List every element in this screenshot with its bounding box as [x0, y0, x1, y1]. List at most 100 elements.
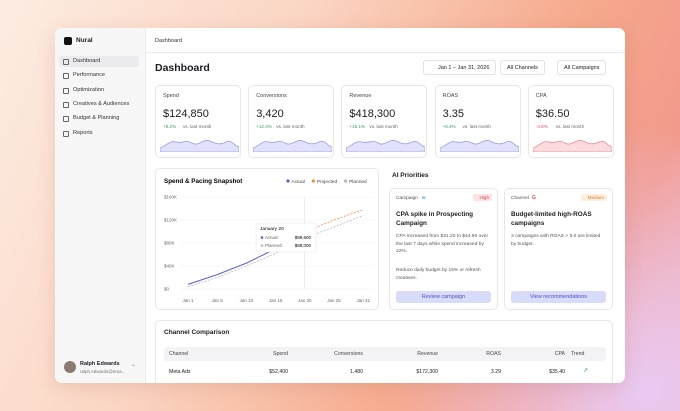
kpi-card: ROAS 3.35 +6.4% vs. last month: [434, 85, 521, 158]
kpi-delta: +15.1%: [349, 124, 366, 129]
table-cell: 3.29: [490, 369, 501, 375]
sparkline: [160, 139, 239, 152]
chart-title: Spend & Pacing Snapshot: [164, 178, 243, 185]
brand: Nural: [76, 37, 93, 44]
kpi-label: CPA: [535, 93, 547, 99]
kpi-delta: +8.2%: [163, 124, 177, 129]
tooltip-dot: [260, 244, 264, 247]
nav-item[interactable]: Creatives & Audiences: [59, 99, 139, 110]
kpi-value: $36.50: [535, 108, 570, 120]
kpi-card: Revenue $418,300 +15.1% vs. last month: [341, 85, 428, 158]
page-title: Dashboard: [155, 62, 210, 74]
kpi-label: ROAS: [442, 93, 459, 99]
column-header: Trend: [571, 351, 585, 357]
card-button[interactable]: Review campaign: [396, 291, 491, 303]
kpi-value: $124,850: [163, 108, 209, 120]
sparkline-area: [253, 139, 333, 152]
x-tick-label: Jan 25: [327, 298, 341, 303]
column-header: Revenue: [417, 351, 438, 357]
nav-item[interactable]: Optimization: [59, 85, 139, 96]
legend-dot: [286, 179, 290, 183]
ai-title: AI Priorities: [392, 172, 429, 179]
campaign-filter[interactable]: All Campaigns: [557, 60, 607, 75]
priority-card: Campaign ∞ High CPA spike in Prospecting Ca…: [389, 188, 498, 310]
nav-item[interactable]: Reports: [59, 128, 139, 139]
kpi-delta: -3.8%: [535, 124, 548, 129]
kpi-label: Spend: [163, 93, 179, 99]
legend-label: Projected: [317, 179, 338, 185]
y-tick-label: $40K: [164, 264, 175, 269]
sparkline-area: [439, 139, 519, 152]
column-header: Spend: [272, 351, 288, 357]
table-cell: $35.40: [549, 369, 565, 375]
column-header: ROAS: [486, 351, 501, 357]
sparkline-area: [160, 139, 239, 152]
card-action: Reduce daily budget by 15% or refresh cr…: [396, 268, 481, 281]
trend-icon: ↗: [583, 368, 589, 374]
avatar[interactable]: [64, 361, 76, 373]
kpi-value: 3,420: [256, 108, 284, 120]
logo: [64, 37, 72, 45]
sparkline-area: [346, 139, 426, 152]
channel-title: Channel Comparison: [164, 329, 230, 336]
priority-card: Channel G Medium Budget-limited high-ROAS c…: [504, 188, 613, 310]
y-tick-label: $0: [164, 287, 170, 292]
x-tick-label: Jan 10: [240, 298, 254, 303]
kpi-delta: +12.4%: [256, 124, 272, 129]
card-body: CPA increased from $31.20 to $44.90 over…: [396, 234, 489, 255]
tooltip-title: January 20: [260, 226, 284, 232]
user-menu-icon[interactable]: ⌃: [131, 365, 137, 371]
legend-dot: [311, 179, 315, 183]
header-divider: [145, 52, 625, 53]
kpi-compare: vs. last month: [462, 124, 491, 129]
tooltip-value: $99,600: [295, 235, 312, 240]
user-name: Ralph Edwards: [80, 361, 120, 367]
table-cell: $52,400: [269, 369, 288, 375]
nav-item[interactable]: Dashboard: [59, 56, 139, 67]
spend-chart-card: Spend & Pacing Snapshot Actual Projected Pl…: [155, 168, 379, 310]
tooltip-value: $88,000: [295, 243, 312, 248]
y-tick-label: $160K: [164, 195, 177, 200]
breadcrumb: Dashboard: [155, 38, 182, 44]
nav-item[interactable]: Budget & Planning: [59, 113, 139, 124]
sparkline: [439, 139, 519, 152]
app-window: Nural Dashboard Performance Optimization Cr…: [55, 28, 625, 383]
date-filter[interactable]: Jan 1 – Jan 31, 2026: [423, 60, 497, 75]
kpi-compare: vs. last month: [369, 124, 398, 129]
x-tick-label: Jan 20: [298, 298, 312, 303]
sidebar: Nural Dashboard Performance Optimization Cr…: [55, 28, 146, 383]
y-tick-label: $120K: [164, 218, 177, 223]
tooltip: [255, 222, 317, 253]
sparkline: [346, 139, 426, 152]
series-line: [187, 215, 364, 288]
column-header: Channel: [169, 351, 189, 357]
user-email: ralph.edwards@ema...: [80, 369, 126, 374]
card-button[interactable]: View recommendations: [511, 291, 606, 303]
channel-icon: ∞: [422, 195, 426, 201]
table-cell: 1,480: [350, 369, 363, 375]
x-tick-label: Jan 1: [182, 298, 194, 303]
tooltip-label: Actual:: [265, 235, 279, 240]
legend-label: Planned: [349, 179, 367, 185]
kpi-compare: vs. last month: [555, 124, 585, 129]
kpi-card: Conversions 3,420 +12.4% vs. last month: [248, 85, 335, 158]
spend-chart: Spend & Pacing Snapshot Actual Projected Pl…: [164, 178, 374, 303]
badge: Medium: [580, 194, 607, 201]
column-header: CPA: [554, 351, 565, 357]
channel-filter[interactable]: All Channels: [500, 60, 545, 75]
kpi-compare: vs. last month: [276, 124, 305, 129]
card-kind: Channel: [511, 196, 529, 201]
legend-label: Actual: [292, 179, 305, 185]
sparkline: [253, 139, 333, 152]
column-header: Conversions: [334, 351, 363, 357]
sparkline-area: [532, 139, 612, 152]
kpi-value: 3.35: [442, 108, 465, 120]
sparkline: [532, 139, 612, 152]
channel-card: Channel Comparison Channel Spend Conversio…: [155, 320, 613, 383]
kpi-card: CPA $36.50 -3.8% vs. last month: [527, 85, 614, 158]
x-tick-label: Jan 5: [212, 298, 224, 303]
table-header: [164, 347, 606, 361]
nav-item[interactable]: Performance: [59, 70, 139, 81]
card-title: CPA spike in Prospecting Campaign: [396, 211, 474, 227]
